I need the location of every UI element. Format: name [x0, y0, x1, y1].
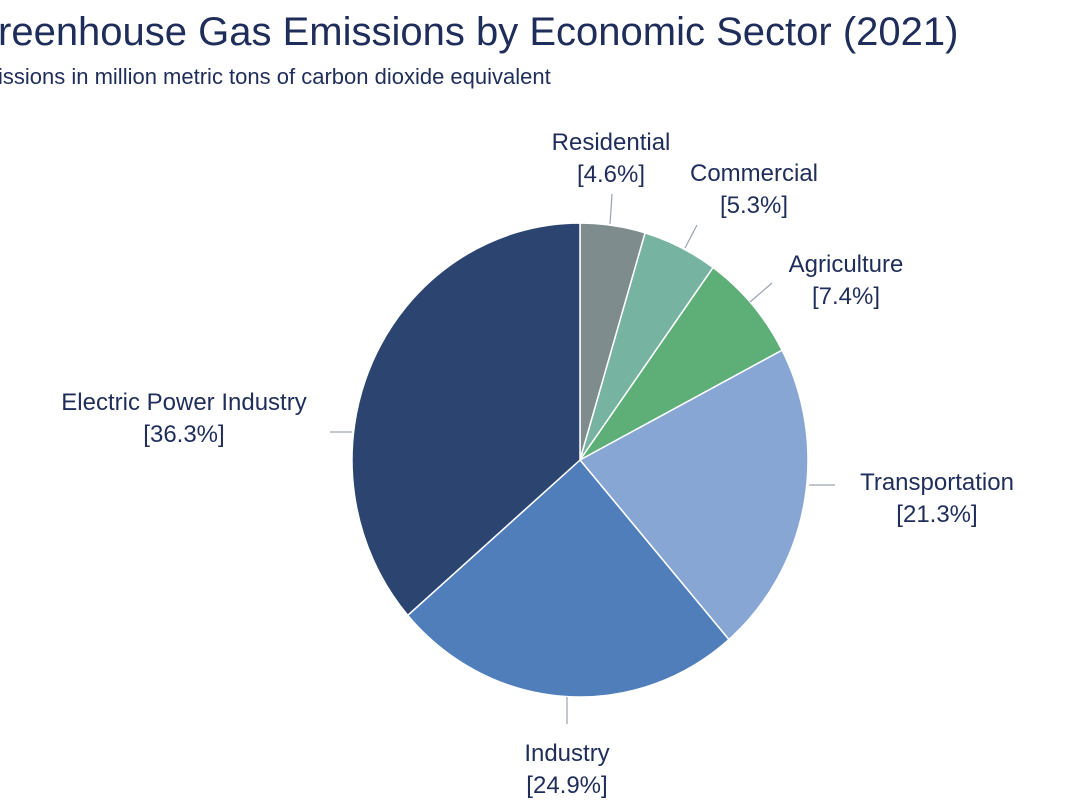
pie-slice-transportation [578, 349, 809, 641]
slice-percent: [21.3%] [896, 501, 978, 528]
leader-line-residential [609, 193, 613, 225]
data-label-transportation: Transportation [21.3%] [860, 467, 1014, 531]
data-label-electric-power-industry: Electric Power Industry [36.3%] [61, 387, 306, 451]
slice-name: Industry [524, 740, 610, 767]
slice-name: Transportation [860, 469, 1014, 496]
slice-percent: [24.9%] [526, 772, 608, 799]
pie-slice-agriculture [579, 266, 784, 461]
data-label-agriculture: Agriculture [7.4%] [789, 249, 904, 313]
leader-line-commercial [684, 224, 698, 249]
pie-slice-industry [406, 458, 730, 698]
slice-percent: [7.4%] [811, 283, 881, 310]
slice-percent: [5.3%] [719, 192, 789, 219]
data-label-industry: Industry [24.9%] [524, 738, 609, 802]
chart-subtitle: issions in million metric tons of carbon… [0, 64, 551, 89]
chart-title: reenhouse Gas Emissions by Economic Sect… [0, 10, 959, 54]
leader-line-agriculture [749, 282, 773, 303]
slice-name: Commercial [689, 160, 819, 187]
slice-name: Agriculture [788, 251, 904, 278]
data-label-residential: Residential [4.6%] [552, 127, 671, 191]
slice-name: Residential [551, 129, 671, 156]
pie-slice-electric-power-industry [351, 222, 581, 617]
slice-percent: [36.3%] [143, 421, 225, 448]
slice-name: Electric Power Industry [61, 389, 307, 416]
data-label-commercial: Commercial [5.3%] [690, 158, 818, 222]
slice-percent: [4.6%] [576, 161, 646, 188]
